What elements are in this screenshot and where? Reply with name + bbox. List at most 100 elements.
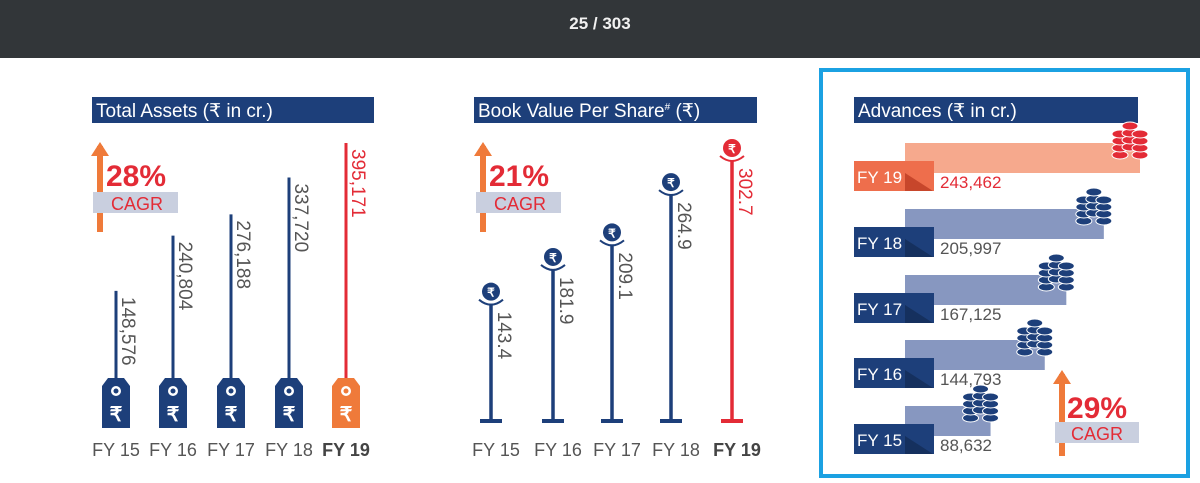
rupee-coin-icon [603, 223, 621, 242]
coin [1057, 261, 1075, 271]
rupee-glyph: ₹ [608, 226, 616, 240]
total-assets-value-label: 395,171 [347, 149, 368, 218]
rupee-coin-icon [482, 282, 500, 301]
cagr-label-bg [93, 192, 178, 213]
price-tag-rupee-icon [102, 378, 130, 428]
total-assets-bar-4: ₹395,171 FY 19 [322, 143, 370, 460]
book-value-category-label: FY 19 [713, 440, 761, 460]
advances-bar [905, 143, 1140, 173]
rupee-coin-icon [662, 173, 680, 192]
rupee-glyph: ₹ [667, 176, 675, 190]
coin [1121, 121, 1139, 131]
advances-title-group: Advances (₹ in cr.) [854, 97, 1138, 123]
coin [972, 384, 990, 394]
rupee-coin-icon [544, 247, 562, 266]
price-tag-rupee-icon [275, 378, 303, 428]
coin-stack-icon [962, 384, 1000, 423]
coin-stack-icon [1111, 121, 1149, 160]
tag-hole-inner [228, 388, 234, 394]
book-value-category-label: FY 15 [472, 440, 520, 460]
rupee-glyph: ₹ [225, 404, 238, 426]
coin [1131, 129, 1149, 139]
book-value-title-group: Book Value Per Share# (₹) [474, 97, 757, 123]
cagr-value: 21% [489, 160, 549, 193]
fold-shadow [905, 239, 933, 257]
advances-cagr: 29%CAGR [1053, 370, 1139, 456]
total-assets-value-label: 148,576 [117, 297, 138, 366]
tag-hole-inner [343, 388, 349, 394]
advances-value-label: 88,632 [940, 436, 992, 455]
cagr-arrow-shaft [1059, 374, 1065, 456]
total-assets-category-label: FY 19 [322, 440, 370, 460]
total-assets-value-label: 276,188 [232, 220, 253, 289]
advances-title-bar [854, 97, 1138, 123]
charts-canvas: Total Assets (₹ in cr.) 28%CAGR ₹148,576 FY… [91, 68, 1190, 478]
total-assets-value-label: 240,804 [174, 242, 195, 311]
coin-holder [478, 298, 504, 306]
rupee-glyph: ₹ [110, 404, 123, 426]
advances-title: Advances (₹ in cr.) [858, 101, 1017, 122]
advances-value-label: 205,997 [940, 239, 1001, 258]
total-assets-title: Total Assets (₹ in cr.) [96, 101, 273, 122]
rupee-glyph: ₹ [340, 404, 353, 426]
tag-hole-inner [170, 388, 176, 394]
advances-value-label: 167,125 [940, 305, 1001, 324]
book-value-bar-0: ₹143.4 FY 15 [472, 282, 520, 460]
total-assets-bar-0: ₹148,576 FY 15 [92, 290, 140, 460]
rupee-glyph: ₹ [487, 286, 495, 300]
tag-hole-inner [286, 388, 292, 394]
advances-category-label: FY 19 [857, 168, 902, 187]
book-value-title-bar [474, 97, 757, 123]
advances-row-3: FY 16 144,793 [854, 318, 1054, 389]
cagr-label-bg [476, 192, 561, 213]
document-page: Total Assets (₹ in cr.) 28% CAGR ₹148,576 FY… [0, 58, 1200, 483]
cagr-label-bg [1055, 422, 1139, 443]
coin [982, 392, 1000, 402]
coin-holder [540, 264, 566, 271]
book-value-title: Book Value Per Share# (₹) [478, 101, 700, 122]
advances-row-2: FY 17 167,125 [854, 253, 1075, 324]
rupee-glyph: ₹ [549, 251, 557, 265]
cagr-arrow-icon [1053, 370, 1071, 384]
fold-shadow [905, 305, 933, 323]
coin [1047, 253, 1065, 263]
coin-stack-icon [1075, 187, 1113, 226]
book-value-bar-2: ₹209.1 FY 17 [593, 223, 641, 460]
book-value-bar-3: ₹264.9 FY 18 [652, 173, 700, 460]
advances-row-4: FY 15 88,632 [854, 384, 1000, 455]
total-assets-category-label: FY 16 [149, 440, 197, 460]
fold-shadow [905, 436, 933, 454]
total-assets-category-label: FY 18 [265, 440, 313, 460]
coin-stack-icon [1016, 318, 1054, 357]
rupee-coin-icon [723, 139, 741, 157]
advances-category-label: FY 16 [857, 365, 902, 384]
coin-holder [658, 189, 684, 197]
advances-value-label: 243,462 [940, 173, 1001, 192]
book-value-value-label: 209.1 [614, 252, 635, 300]
book-value-value-label: 143.4 [493, 312, 514, 360]
coin-holder [599, 239, 625, 247]
fold-shadow [905, 173, 933, 191]
total-assets-bar-1: ₹240,804 FY 16 [149, 235, 197, 460]
cagr-label: CAGR [494, 194, 546, 214]
rupee-glyph: ₹ [728, 142, 736, 156]
coin-stack-icon [1037, 253, 1075, 292]
cagr-label: CAGR [111, 194, 163, 214]
cagr-value: 29% [1067, 392, 1127, 425]
price-tag-rupee-icon [159, 378, 187, 428]
advances-highlight-frame [819, 68, 1190, 478]
cagr-arrow-icon [474, 142, 492, 156]
book-value-bar-4: ₹302.7 FY 19 [713, 139, 761, 460]
total-assets-title-bar [92, 97, 374, 123]
book-value-value-label: 181.9 [555, 277, 576, 325]
price-tag-rupee-icon [217, 378, 245, 428]
rupee-glyph: ₹ [283, 404, 296, 426]
coin [1036, 326, 1054, 336]
book-value-category-label: FY 18 [652, 440, 700, 460]
advances-category-label: FY 17 [857, 300, 902, 319]
total-assets-cagr: 28%CAGR [91, 142, 178, 232]
total-assets-category-label: FY 15 [92, 440, 140, 460]
total-assets-bar-2: ₹276,188 FY 17 [207, 214, 255, 460]
price-tag-rupee-icon [332, 378, 360, 428]
coin [1026, 318, 1044, 328]
